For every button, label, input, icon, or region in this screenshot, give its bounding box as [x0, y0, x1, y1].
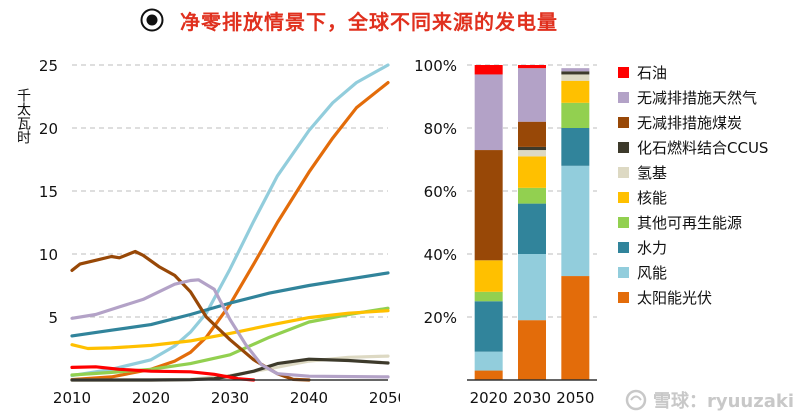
line-chart-x-tick-label: 2010 — [53, 389, 91, 407]
line-series-水力 — [70, 271, 390, 338]
chart-title: 净零排放情景下，全球不同来源的发电量 — [180, 9, 558, 34]
legend-label: 无减排措施天然气 — [637, 89, 758, 107]
bar-segment-2030-化石燃料结合CCUS — [518, 146, 546, 151]
line-chart-x-tick-label: 2030 — [211, 389, 249, 407]
line-series-其他可再生能源 — [70, 306, 390, 377]
legend-item: 化石燃料结合CCUS — [618, 135, 798, 160]
bar-chart-x-tick-label: 2030 — [513, 389, 551, 407]
line-series-石油 — [70, 365, 256, 382]
bar-segment-2030-无减排措施煤炭 — [518, 121, 546, 147]
line-series-核能 — [70, 309, 390, 351]
target-icon — [140, 8, 164, 32]
legend-item: 其他可再生能源 — [618, 210, 798, 235]
legend-label: 石油 — [637, 64, 668, 82]
legend-label: 其他可再生能源 — [637, 214, 743, 232]
bar-segment-2030-太阳能光伏 — [518, 320, 546, 380]
bar-segment-2050-核能 — [561, 80, 590, 103]
legend-label: 核能 — [637, 189, 668, 207]
bar-segment-2030-核能 — [518, 156, 546, 188]
line-chart-y-tick-label: 5 — [48, 309, 58, 327]
bar-segment-2030-风能 — [518, 254, 546, 321]
line-chart-y-tick-label: 10 — [39, 246, 58, 264]
bar-segment-2050-水力 — [561, 128, 590, 166]
bar-segment-2030-其他可再生能源 — [518, 187, 546, 204]
bar-chart-y-tick-label: 60% — [424, 183, 457, 201]
bar-segment-2020-其他可再生能源 — [474, 291, 503, 302]
bar-chart-x-tick-label: 2050 — [556, 389, 594, 407]
bar-chart-y-tick-label: 100% — [414, 57, 457, 75]
legend-swatch — [618, 242, 629, 253]
bar-segment-2020-无减排措施煤炭 — [474, 150, 503, 261]
line-chart-x-tick-label: 2050 — [369, 389, 400, 407]
bar-segment-2020-太阳能光伏 — [474, 370, 503, 380]
line-series-风能 — [70, 63, 390, 378]
bar-segment-2050-无减排措施天然气 — [561, 68, 590, 72]
legend-item: 水力 — [618, 235, 798, 260]
legend-label: 风能 — [637, 264, 668, 282]
bar-chart-y-tick-label: 40% — [424, 246, 457, 264]
bar-segment-2030-无减排措施天然气 — [518, 68, 546, 122]
bar-segment-2050-其他可再生能源 — [561, 102, 590, 128]
bar-chart-y-tick-label: 20% — [424, 309, 457, 327]
legend-item: 氢基 — [618, 160, 798, 185]
legend-swatch — [618, 142, 629, 153]
legend-item: 太阳能光伏 — [618, 285, 798, 310]
bar-segment-2050-氢基 — [561, 74, 590, 81]
legend-item: 风能 — [618, 260, 798, 285]
chart-title-area: 净零排放情景下，全球不同来源的发电量 — [140, 4, 558, 36]
bar-segment-2050-太阳能光伏 — [561, 276, 590, 380]
line-chart-x-tick-label: 2040 — [290, 389, 328, 407]
bar-segment-2020-核能 — [474, 260, 503, 292]
watermark-text: 雪球：ryuuzaki — [652, 391, 794, 412]
bar-segment-2020-无减排措施天然气 — [474, 74, 503, 151]
legend-swatch — [618, 217, 629, 228]
legend-swatch — [618, 192, 629, 203]
bar-segment-2030-氢基 — [518, 150, 546, 157]
legend-label: 化石燃料结合CCUS — [637, 139, 769, 157]
chart-legend: 石油无减排措施天然气 无减排措施煤炭化石燃料结合CCUS 氢基核能其他可再生能源 水力… — [618, 60, 798, 310]
line-chart-x-tick-label: 2020 — [132, 389, 170, 407]
legend-item: 无减排措施天然气 — [618, 85, 798, 110]
line-series-无减排措施天然气 — [70, 278, 390, 379]
watermark: 雪球：ryuuzaki — [625, 387, 794, 413]
bar-segment-2020-石油 — [474, 65, 503, 75]
line-chart: 5 10 15 20 25 2010 2020 2030 2040 2050 — [39, 57, 400, 407]
legend-label: 氢基 — [637, 164, 668, 182]
bar-segment-2050-风能 — [561, 165, 590, 277]
legend-label: 无减排措施煤炭 — [637, 114, 743, 132]
legend-label: 水力 — [637, 239, 668, 257]
bar-segment-2030-石油 — [518, 65, 546, 69]
bar-segment-2020-水力 — [474, 301, 503, 352]
legend-swatch — [618, 167, 629, 178]
legend-swatch — [618, 117, 629, 128]
line-chart-y-tick-label: 25 — [39, 57, 58, 75]
legend-item: 石油 — [618, 60, 798, 85]
legend-swatch — [618, 67, 629, 78]
bar-segment-2020-风能 — [474, 351, 503, 371]
legend-item: 核能 — [618, 185, 798, 210]
bar-chart-x-tick-label: 2020 — [470, 389, 508, 407]
line-series-太阳能光伏 — [70, 80, 390, 382]
line-chart-y-tick-label: 15 — [39, 183, 58, 201]
legend-swatch — [618, 292, 629, 303]
legend-label: 太阳能光伏 — [637, 289, 713, 307]
snowball-logo-icon — [625, 389, 647, 411]
line-chart-y-axis-label: 千太瓦时 — [15, 88, 31, 144]
legend-item: 无减排措施煤炭 — [618, 110, 798, 135]
legend-swatch — [618, 267, 629, 278]
bar-segment-2030-水力 — [518, 203, 546, 254]
stacked-bar-chart: 20% 40% 60% 80% 100% 2020 2030 2050 — [414, 57, 597, 407]
bar-segment-2050-化石燃料结合CCUS — [561, 71, 590, 75]
bar-chart-y-tick-label: 80% — [424, 120, 457, 138]
line-chart-y-tick-label: 20 — [39, 120, 58, 138]
legend-swatch — [618, 92, 629, 103]
